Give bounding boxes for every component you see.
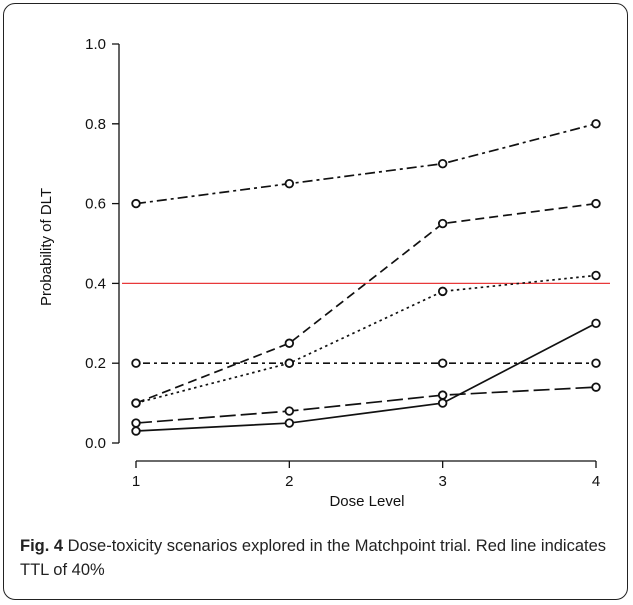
- series-4-point-1: [284, 406, 295, 416]
- figure-frame: 0.0 0.2 0.4 0.6 0.8 1.0 1 2 3 4 Probability of DL…: [3, 3, 628, 600]
- x-tick-label-1: 2: [285, 473, 293, 490]
- series-4-point-2: [437, 390, 448, 400]
- series-line-5: [135, 322, 597, 432]
- series-line-0: [135, 122, 597, 205]
- series-2-point-0: [131, 398, 141, 408]
- y-tick-label-0: 0.0: [85, 435, 106, 452]
- x-axis-label: Dose Level: [329, 493, 404, 510]
- series-group: [131, 119, 601, 436]
- series-1-point-2: [437, 218, 448, 229]
- series-0-point-1: [284, 178, 295, 189]
- series-1-point-3: [591, 198, 601, 209]
- x-tick-label-3: 4: [592, 473, 600, 490]
- series-line-1: [135, 202, 597, 404]
- figure-label: Fig. 4: [20, 537, 64, 555]
- series-4-point-3: [591, 382, 601, 392]
- caption-text: Dose-toxicity scenarios explored in the …: [20, 537, 607, 579]
- series-5-point-2: [437, 398, 448, 408]
- y-tick-label-4: 0.8: [85, 116, 106, 133]
- chart-axes: 0.0 0.2 0.4 0.6 0.8 1.0 1 2 3 4: [85, 36, 600, 490]
- series-0-point-0: [131, 198, 141, 209]
- series-2-point-2: [437, 286, 448, 297]
- y-tick-label-1: 0.2: [85, 355, 106, 372]
- series-3-point-3: [591, 358, 601, 368]
- series-5-point-1: [284, 418, 295, 428]
- series-5-point-3: [591, 318, 601, 328]
- figure-caption: Fig. 4 Dose-toxicity scenarios explored …: [20, 534, 620, 582]
- series-line-2: [135, 274, 597, 404]
- series-3-point-0: [131, 358, 141, 368]
- series-4-point-0: [131, 418, 141, 428]
- series-0-point-2: [437, 158, 448, 169]
- y-tick-label-2: 0.4: [85, 275, 106, 292]
- series-3-point-1: [284, 358, 295, 368]
- y-axis-label: Probability of DLT: [38, 188, 55, 306]
- series-2-point-3: [591, 270, 601, 281]
- series-3-point-2: [437, 358, 448, 368]
- dose-toxicity-chart: 0.0 0.2 0.4 0.6 0.8 1.0 1 2 3 4 Probability of DL…: [38, 36, 610, 510]
- y-tick-label-5: 1.0: [85, 36, 106, 53]
- series-0-point-3: [591, 119, 601, 129]
- y-tick-label-3: 0.6: [85, 196, 106, 213]
- series-line-4: [135, 386, 597, 424]
- x-tick-label-2: 3: [438, 473, 446, 490]
- x-tick-label-0: 1: [132, 473, 140, 490]
- series-5-point-0: [131, 426, 141, 436]
- series-1-point-1: [284, 338, 295, 348]
